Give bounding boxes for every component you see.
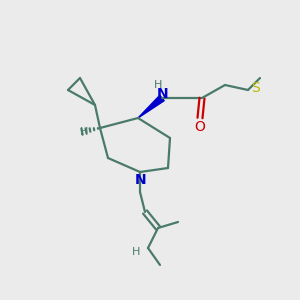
Text: H: H bbox=[132, 247, 140, 257]
Text: S: S bbox=[250, 81, 260, 95]
Text: H: H bbox=[80, 127, 88, 137]
Text: N: N bbox=[157, 87, 169, 101]
Polygon shape bbox=[138, 95, 164, 118]
Text: O: O bbox=[195, 120, 206, 134]
Text: H: H bbox=[154, 80, 162, 90]
Text: N: N bbox=[135, 173, 147, 187]
